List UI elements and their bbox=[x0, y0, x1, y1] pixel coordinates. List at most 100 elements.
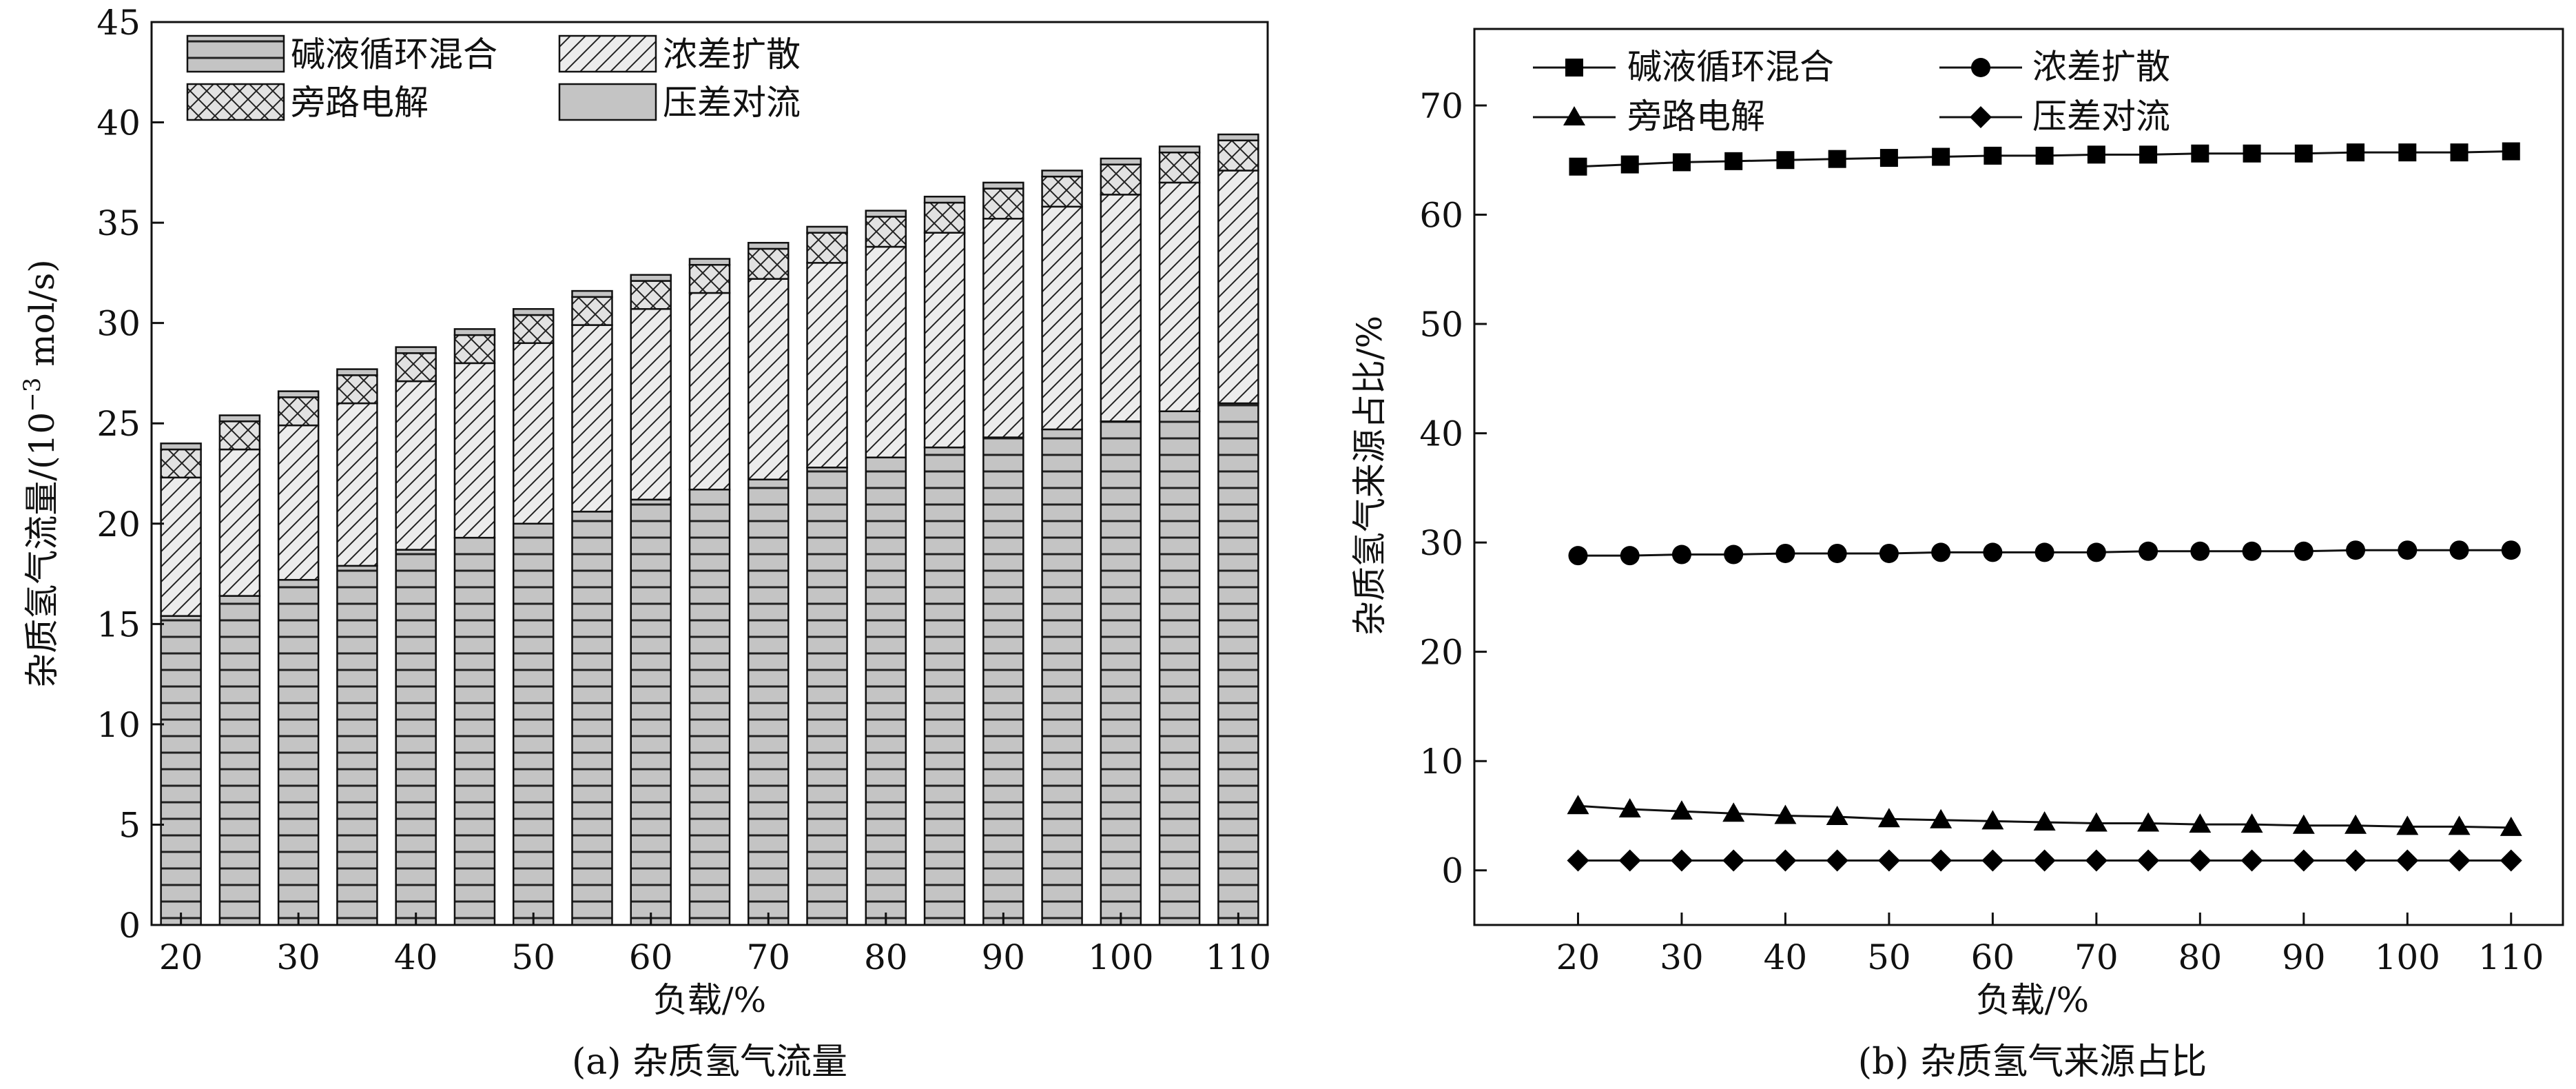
bar-a-x110-series3 bbox=[1217, 139, 1259, 172]
point-b-series4-x85 bbox=[2240, 849, 2263, 872]
legend-b-marker-4 bbox=[1970, 106, 1992, 128]
bar-a-x35-series3 bbox=[336, 374, 378, 405]
point-b-series4-x100 bbox=[2396, 849, 2419, 872]
chart-a-y-axis: 0 5 10 15 20 25 30 35 40 45 bbox=[96, 3, 164, 946]
xtick-a-label-80: 80 bbox=[864, 937, 908, 977]
point-b-series1-x25 bbox=[1620, 155, 1639, 174]
legend-a-label-1: 碱液循环混合 bbox=[291, 34, 497, 74]
point-b-series2-x110 bbox=[2501, 540, 2521, 560]
xtick-a-label-50: 50 bbox=[511, 937, 555, 977]
bar-a-x105-series3 bbox=[1158, 151, 1201, 184]
point-b-series2-x105 bbox=[2449, 540, 2469, 560]
chart-a-bars bbox=[160, 133, 1259, 926]
point-b-series3-x65 bbox=[2033, 811, 2056, 831]
bar-a-x60-series2 bbox=[630, 308, 672, 501]
chart-a-caption: (a) 杂质氢气流量 bbox=[572, 1041, 847, 1083]
bar-a-x60-series1 bbox=[630, 498, 672, 926]
chart-b-ylabel: 杂质氢气来源占比/% bbox=[1350, 316, 1390, 635]
point-b-series3-x90 bbox=[2292, 814, 2315, 834]
bar-a-x20-series4 bbox=[160, 442, 202, 451]
ytick-b-label-20: 20 bbox=[1419, 633, 1463, 673]
bar-a-x45-series2 bbox=[453, 362, 496, 539]
point-b-series1-x110 bbox=[2502, 142, 2520, 161]
point-b-series3-x105 bbox=[2448, 815, 2471, 835]
ytick-b-label-40: 40 bbox=[1419, 414, 1463, 454]
chart-b-y-axis: 0 10 20 30 40 50 60 70 bbox=[1419, 86, 1487, 891]
point-b-series3-x50 bbox=[1877, 808, 1900, 828]
point-b-series4-x90 bbox=[2292, 849, 2315, 872]
point-b-series2-x30 bbox=[1671, 544, 1691, 564]
xtick-b-label-110: 110 bbox=[2478, 937, 2544, 977]
point-b-series2-x75 bbox=[2139, 541, 2158, 561]
legend-b-label-1: 碱液循环混合 bbox=[1627, 47, 1834, 87]
bar-a-x40-series1 bbox=[395, 549, 437, 926]
xtick-a-label-40: 40 bbox=[394, 937, 438, 977]
ytick-b-label-60: 60 bbox=[1419, 196, 1463, 236]
bar-a-x75-series2 bbox=[806, 262, 848, 469]
ytick-b-label-70: 70 bbox=[1419, 86, 1463, 126]
ytick-b-label-0: 0 bbox=[1441, 851, 1463, 891]
bar-a-x55-series3 bbox=[571, 296, 613, 326]
bar-a-x80-series3 bbox=[865, 216, 907, 248]
bar-a-x20-series1 bbox=[160, 615, 202, 926]
legend-b-label-2: 浓差扩散 bbox=[2032, 47, 2170, 87]
point-b-series1-x60 bbox=[1983, 146, 2002, 165]
xtick-b-label-40: 40 bbox=[1764, 937, 1808, 977]
xtick-b-label-90: 90 bbox=[2282, 937, 2326, 977]
point-b-series2-x70 bbox=[2086, 542, 2106, 562]
point-b-series3-x85 bbox=[2240, 813, 2263, 833]
point-b-series2-x80 bbox=[2190, 541, 2210, 561]
bar-a-x50-series4 bbox=[512, 308, 555, 316]
xtick-b-label-80: 80 bbox=[2178, 937, 2223, 977]
point-b-series4-x70 bbox=[2085, 849, 2108, 872]
bar-a-x65-series4 bbox=[688, 258, 731, 266]
legend-a-label-3: 旁路电解 bbox=[291, 83, 429, 123]
point-b-series3-x75 bbox=[2137, 812, 2160, 832]
point-b-series3-x25 bbox=[1618, 797, 1641, 817]
point-b-series1-x45 bbox=[1828, 150, 1846, 168]
legend-a-swatch-1 bbox=[186, 34, 285, 73]
xtick-b-label-50: 50 bbox=[1867, 937, 1911, 977]
point-b-series2-x60 bbox=[1983, 542, 2003, 562]
xtick-a-label-60: 60 bbox=[629, 937, 673, 977]
bar-a-x75-series3 bbox=[806, 232, 848, 264]
legend-a-swatch-4 bbox=[558, 83, 657, 121]
point-b-series3-x70 bbox=[2085, 812, 2108, 832]
chart-b-xlabel: 负载/% bbox=[1976, 980, 2089, 1020]
point-b-series1-x55 bbox=[1932, 147, 1950, 166]
point-b-series4-x80 bbox=[2189, 849, 2212, 872]
bar-a-x100-series3 bbox=[1100, 163, 1142, 196]
point-b-series3-x35 bbox=[1722, 802, 1745, 822]
bar-a-x50-series1 bbox=[512, 522, 555, 926]
bar-a-x85-series3 bbox=[923, 201, 966, 234]
bar-a-x65-series2 bbox=[688, 292, 731, 491]
bar-a-x105-series2 bbox=[1158, 181, 1201, 413]
point-b-series2-x90 bbox=[2294, 541, 2314, 561]
point-b-series3-x45 bbox=[1826, 806, 1848, 826]
legend-b-label-3: 旁路电解 bbox=[1627, 96, 1765, 136]
point-b-series3-x100 bbox=[2396, 815, 2419, 835]
chart-a-legend: 碱液循环混合 浓差扩散 旁路电解 压差对流 bbox=[186, 34, 801, 123]
bar-a-x55-series2 bbox=[571, 324, 613, 513]
ytick-b-label-10: 10 bbox=[1419, 742, 1463, 782]
ytick-a-label-25: 25 bbox=[96, 404, 141, 444]
bar-a-x90-series1 bbox=[982, 436, 1024, 926]
ytick-b-label-30: 30 bbox=[1419, 523, 1463, 563]
bar-a-x105-series4 bbox=[1158, 145, 1201, 154]
point-b-series1-x90 bbox=[2294, 144, 2313, 163]
ytick-a-label-40: 40 bbox=[96, 103, 141, 143]
bar-a-x25-series3 bbox=[218, 420, 261, 451]
point-b-series3-x55 bbox=[1930, 808, 1952, 828]
bar-a-x60-series4 bbox=[630, 274, 672, 282]
xtick-b-label-30: 30 bbox=[1660, 937, 1704, 977]
chart-a: 0 5 10 15 20 25 30 35 40 45 20 30 40 50 60 70 80 90 100 11… bbox=[19, 3, 1271, 1083]
bar-a-x20-series2 bbox=[160, 476, 202, 617]
legend-a-label-4: 压差对流 bbox=[663, 83, 801, 123]
bar-a-x85-series2 bbox=[923, 232, 966, 449]
bar-a-x80-series2 bbox=[865, 245, 907, 458]
point-b-series1-x40 bbox=[1776, 151, 1795, 170]
point-b-series3-x80 bbox=[2189, 813, 2212, 833]
bar-a-x45-series1 bbox=[453, 536, 496, 926]
ytick-a-label-45: 45 bbox=[96, 3, 141, 43]
bar-a-x40-series2 bbox=[395, 380, 437, 551]
